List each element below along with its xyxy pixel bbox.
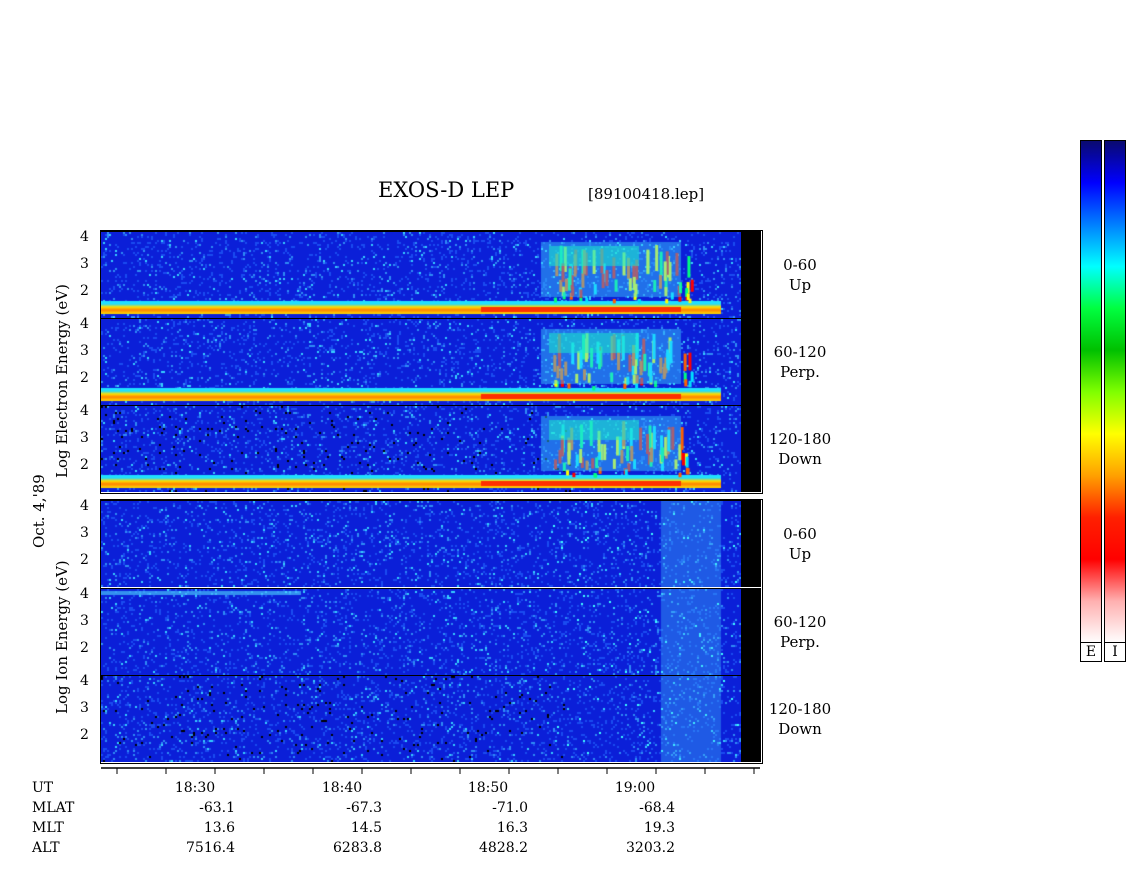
y-tick-label: 2 — [80, 457, 89, 473]
spectrogram-panel — [101, 318, 741, 405]
y-tick-label: 3 — [80, 430, 89, 446]
y-tick-label: 3 — [80, 613, 89, 629]
file-name: [89100418.lep] — [588, 185, 705, 203]
spectrogram-panel — [101, 675, 741, 762]
orbit-value: -63.1 — [199, 800, 235, 816]
y-tick-label: 4 — [80, 403, 89, 419]
colorbar-e-label: E — [1080, 642, 1102, 662]
orbit-value: -71.0 — [492, 800, 528, 816]
y-tick-label: 4 — [80, 586, 89, 602]
orbit-value: 6283.8 — [333, 840, 382, 856]
electron-panels-frame — [100, 230, 763, 494]
colorbar-ion — [1104, 140, 1126, 644]
y-tick-label: 4 — [80, 316, 89, 332]
spectrogram-panel — [101, 500, 741, 587]
orbit-row-label: MLT — [32, 820, 64, 836]
orbit-value: 13.6 — [203, 820, 235, 836]
panel-black-strip — [741, 588, 761, 675]
colorbar-i-label: I — [1104, 642, 1126, 662]
spectrogram-panel — [101, 588, 741, 675]
y-tick-label: 4 — [80, 673, 89, 689]
orbit-value: 18:40 — [321, 780, 363, 796]
y-tick-label: 2 — [80, 552, 89, 568]
orbit-row-label: UT — [32, 780, 54, 796]
orbit-value: 19.3 — [643, 820, 675, 836]
orbit-value: 14.5 — [350, 820, 382, 836]
orbit-value: -68.4 — [639, 800, 675, 816]
panel-black-strip — [741, 318, 761, 405]
orbit-value: 18:30 — [174, 780, 216, 796]
chart-title: EXOS-D LEP — [378, 178, 515, 202]
y-tick-label: 4 — [80, 229, 89, 245]
colorbar-electron — [1080, 140, 1102, 644]
y-tick-label: 3 — [80, 343, 89, 359]
y-tick-label: 2 — [80, 727, 89, 743]
orbit-value: 19:00 — [614, 780, 656, 796]
orbit-row-label: MLAT — [32, 800, 75, 816]
y-tick-label: 4 — [80, 498, 89, 514]
orbit-value: 3203.2 — [626, 840, 675, 856]
orbit-value: 7516.4 — [186, 840, 235, 856]
y-tick-label: 3 — [80, 700, 89, 716]
orbit-value: -67.3 — [346, 800, 382, 816]
panel-black-strip — [741, 500, 761, 587]
panel-label: 120-180 Down — [768, 430, 832, 468]
y-tick-label: 3 — [80, 525, 89, 541]
panel-black-strip — [741, 675, 761, 762]
orbit-row-label: ALT — [32, 840, 60, 856]
y-tick-label: 2 — [80, 370, 89, 386]
orbit-value: 4828.2 — [479, 840, 528, 856]
orbit-value: 16.3 — [496, 820, 528, 836]
ion-panels-frame — [100, 499, 763, 764]
y-tick-label: 2 — [80, 640, 89, 656]
panel-label: 0-60 Up — [783, 256, 817, 294]
panel-black-strip — [741, 405, 761, 492]
panel-black-strip — [741, 231, 761, 318]
panel-label: 120-180 Down — [768, 700, 832, 738]
y-tick-label: 3 — [80, 256, 89, 272]
y-tick-label: 2 — [80, 283, 89, 299]
panel-label: 60-120 Perp. — [773, 343, 827, 381]
panel-label: 60-120 Perp. — [773, 613, 827, 651]
orbit-value: 18:50 — [467, 780, 509, 796]
spectrogram-panel — [101, 405, 741, 492]
spectrogram-panel — [101, 231, 741, 318]
panel-label: 0-60 Up — [783, 525, 817, 563]
